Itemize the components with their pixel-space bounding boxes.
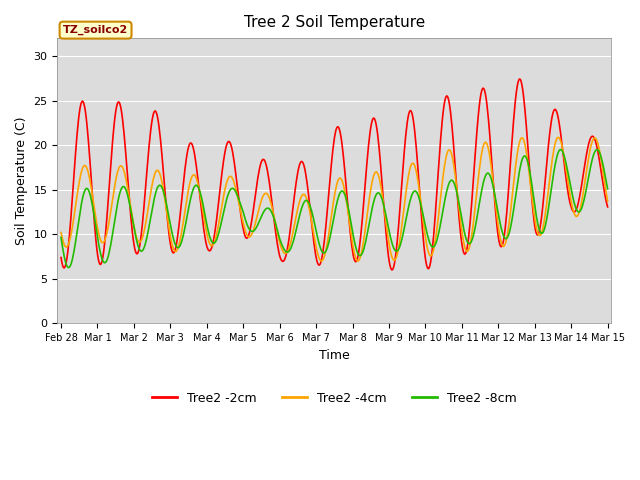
Line: Tree2 -4cm: Tree2 -4cm bbox=[61, 137, 607, 261]
Tree2 -4cm bbox=[380, 202, 387, 208]
Tree2 -4cm bbox=[434, 221, 442, 227]
Tree2 -8cm bbox=[326, 232, 334, 238]
Tree2 -4cm bbox=[326, 219, 334, 225]
Tree2 -4cm bbox=[604, 198, 611, 204]
Tree2 -4cm bbox=[554, 134, 562, 140]
Tree2 -8cm bbox=[57, 235, 65, 240]
Tree2 -4cm bbox=[57, 229, 65, 235]
Tree2 -2cm bbox=[604, 204, 611, 210]
X-axis label: Time: Time bbox=[319, 348, 349, 362]
Tree2 -2cm bbox=[201, 231, 209, 237]
Title: Tree 2 Soil Temperature: Tree 2 Soil Temperature bbox=[244, 15, 425, 30]
Y-axis label: Soil Temperature (C): Soil Temperature (C) bbox=[15, 117, 28, 245]
Legend: Tree2 -2cm, Tree2 -4cm, Tree2 -8cm: Tree2 -2cm, Tree2 -4cm, Tree2 -8cm bbox=[147, 387, 522, 410]
Tree2 -4cm bbox=[555, 135, 563, 141]
Line: Tree2 -2cm: Tree2 -2cm bbox=[61, 79, 607, 270]
Tree2 -4cm bbox=[201, 218, 209, 224]
Tree2 -2cm bbox=[434, 179, 442, 185]
Tree2 -2cm bbox=[326, 179, 333, 185]
Tree2 -8cm bbox=[554, 149, 562, 155]
Tree2 -2cm bbox=[555, 120, 563, 125]
Tree2 -2cm bbox=[379, 191, 387, 197]
Tree2 -2cm bbox=[516, 76, 524, 82]
Tree2 -4cm bbox=[177, 233, 185, 239]
Tree2 -8cm bbox=[604, 186, 611, 192]
Tree2 -8cm bbox=[178, 238, 186, 244]
Tree2 -2cm bbox=[177, 204, 185, 210]
Tree2 -4cm bbox=[317, 258, 325, 264]
Tree2 -8cm bbox=[380, 202, 387, 208]
Tree2 -8cm bbox=[557, 147, 564, 153]
Tree2 -8cm bbox=[202, 214, 209, 219]
Tree2 -2cm bbox=[388, 267, 396, 273]
Tree2 -8cm bbox=[65, 264, 72, 270]
Text: TZ_soilco2: TZ_soilco2 bbox=[63, 25, 128, 35]
Tree2 -8cm bbox=[434, 235, 442, 240]
Tree2 -2cm bbox=[57, 254, 65, 260]
Line: Tree2 -8cm: Tree2 -8cm bbox=[61, 150, 607, 267]
